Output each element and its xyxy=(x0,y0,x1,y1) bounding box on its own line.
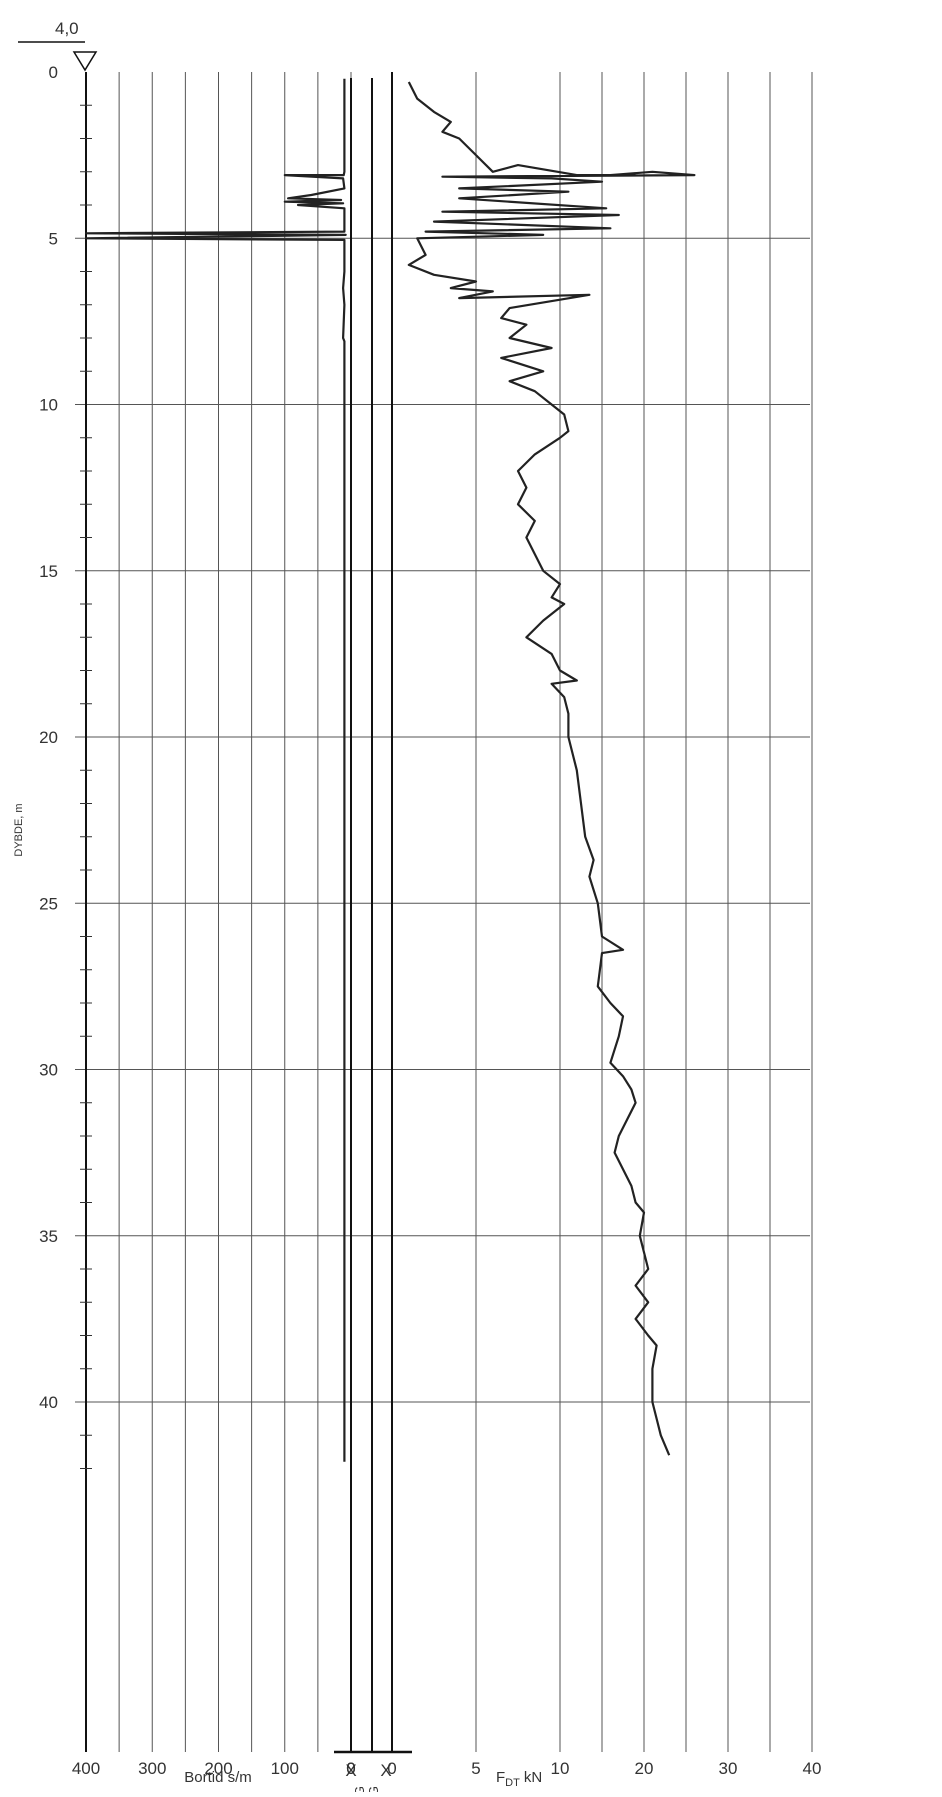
middle-panel: X X xyxy=(334,78,412,1780)
y-tick-label: 10 xyxy=(39,396,58,415)
spyling-zero-label: 0 xyxy=(346,1759,355,1778)
left-x-tick-label: 0 xyxy=(346,1759,355,1778)
right-x-tick-label: 10 xyxy=(551,1759,570,1778)
right-x-axis-label: FDT kN xyxy=(496,1769,542,1789)
ground-level-marker: 4,0 xyxy=(18,19,98,72)
grid xyxy=(75,72,813,1752)
y-tick-label: 15 xyxy=(39,562,58,581)
y-tick-label: 40 xyxy=(39,1393,58,1412)
left-x-tick-label: 100 xyxy=(271,1759,299,1778)
y-tick-label: 20 xyxy=(39,728,58,747)
right-x-tick-label: 30 xyxy=(719,1759,738,1778)
traces xyxy=(84,78,696,1462)
y-tick-label: 30 xyxy=(39,1061,58,1080)
right-x-tick-label: 40 xyxy=(803,1759,822,1778)
y-tick-label: 5 xyxy=(49,229,58,248)
fdt-trace xyxy=(407,81,696,1456)
left-x-axis-label: Bortid s/m xyxy=(184,1769,252,1786)
y-tick-label: 0 xyxy=(49,63,58,82)
spyling-x-marker: X xyxy=(345,1761,356,1780)
y-tick-label: 35 xyxy=(39,1227,58,1246)
ground-level-triangle-icon xyxy=(72,51,98,72)
y-axis-label: DYBDE, m xyxy=(13,803,25,856)
right-x-tick-label: 20 xyxy=(635,1759,654,1778)
slag-column-label: SLAG xyxy=(366,1786,381,1792)
slag-zero-label: 0 xyxy=(387,1759,396,1778)
y-tick-labels: 0 5 10 15 20 25 30 35 40 xyxy=(39,63,58,1412)
slag-x-marker: X xyxy=(380,1761,391,1780)
right-x-tick-label: 5 xyxy=(471,1759,480,1778)
left-x-tick-label: 200 xyxy=(204,1759,232,1778)
y-tick-label: 25 xyxy=(39,894,58,913)
spyling-column-label: SPYLING xyxy=(352,1786,367,1792)
left-x-tick-label: 400 xyxy=(72,1759,100,1778)
ground-level-label: 4,0 xyxy=(55,19,79,38)
bortid-trace xyxy=(84,78,347,1462)
left-x-tick-label: 300 xyxy=(138,1759,166,1778)
